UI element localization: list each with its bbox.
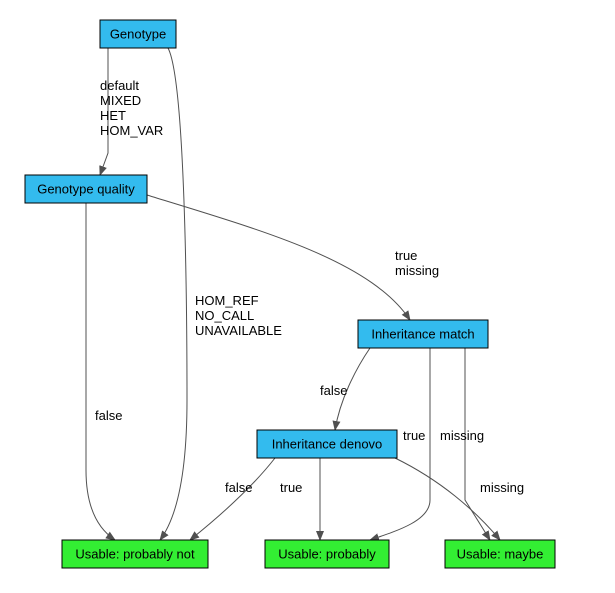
edge-label: UNAVAILABLE [195,323,282,338]
edge-label: missing [480,480,524,495]
edge-label: false [95,408,122,423]
edge-label: HET [100,108,126,123]
node-label: Genotype quality [37,181,135,196]
edge-inhdenovo-usable_maybe [395,458,500,540]
edge-label: HOM_VAR [100,123,163,138]
node-label: Inheritance denovo [272,436,383,451]
node-label: Inheritance match [371,326,474,341]
node-label: Usable: maybe [457,546,544,561]
edge-label: default [100,78,139,93]
edge-label: false [225,480,252,495]
edge-label: false [320,383,347,398]
node-label: Genotype [110,26,166,41]
node-label: Usable: probably not [75,546,195,561]
edge-label: true [395,248,417,263]
edge-label: MIXED [100,93,141,108]
edge-label: true [403,428,425,443]
edge-label: missing [440,428,484,443]
node-label: Usable: probably [278,546,376,561]
edge-genotype-usable_not [160,48,187,540]
edge-genoqual-usable_not [86,203,115,540]
edge-label: missing [395,263,439,278]
edge-inhmatch-usable_maybe [465,348,490,540]
edge-inhdenovo-usable_not [190,458,275,540]
edge-label: NO_CALL [195,308,254,323]
edge-label: HOM_REF [195,293,259,308]
flowchart-diagram: Genotype Genotype quality Inheritance matc… [0,0,615,593]
edge-label: true [280,480,302,495]
